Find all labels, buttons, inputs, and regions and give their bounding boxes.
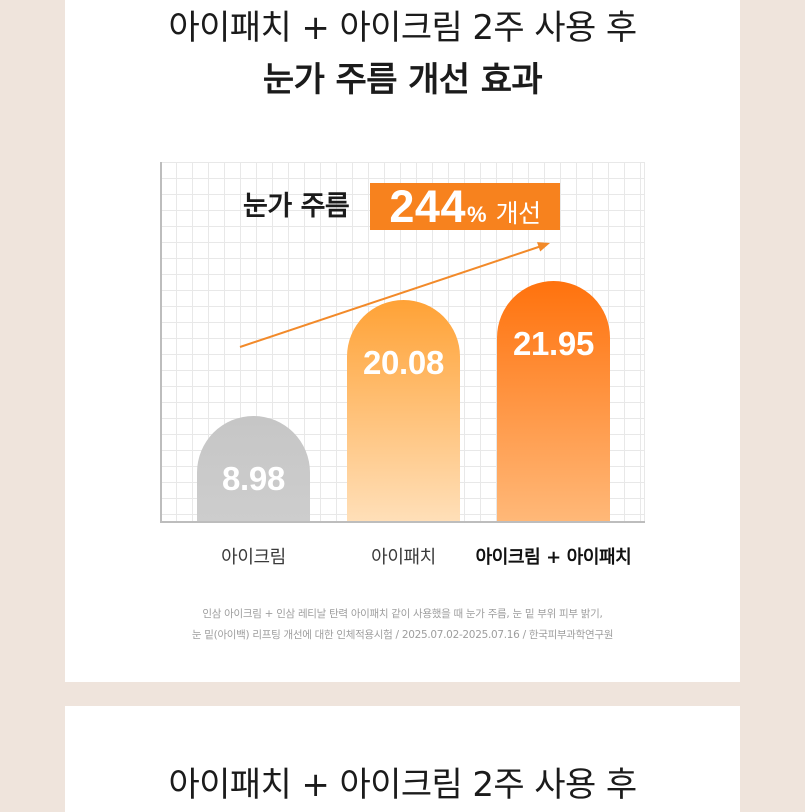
chart-plot-area: 8.98 20.08 21.95 눈가 주름 244% 개선	[160, 162, 645, 523]
bar-1: 8.98	[197, 415, 310, 521]
eye-wrinkle-result-card: 아이패치 + 아이크림 2주 사용 후 눈가 주름 개선 효과 8.98 20.0…	[65, 0, 740, 682]
study-footnote: 인삼 아이크림 + 인삼 레티날 탄력 아이패치 같이 사용했을 때 눈가 주름…	[65, 604, 740, 646]
footnote-line-1: 인삼 아이크림 + 인삼 레티날 탄력 아이패치 같이 사용했을 때 눈가 주름…	[202, 608, 603, 620]
category-label-2: 아이패치	[371, 547, 436, 568]
trend-arrow-head-icon	[537, 242, 550, 252]
bar-value-label-1: 8.98	[221, 459, 286, 497]
bar-value-label-2: 20.08	[362, 344, 445, 382]
improvement-text: 개선	[495, 199, 542, 228]
section-2-title: 아이패치 + 아이크림 2주 사용 후	[168, 765, 637, 805]
annotation-label: 눈가 주름	[243, 191, 350, 222]
improvement-value: 244	[389, 181, 466, 232]
next-section-card: 아이패치 + 아이크림 2주 사용 후	[65, 706, 740, 812]
bar-3: 21.95	[497, 280, 610, 521]
bar-group: 8.98 20.08 21.95	[160, 162, 645, 523]
improvement-badge: 244% 개선	[370, 183, 560, 230]
footnote-line-2: 눈 밑(아이백) 리프팅 개선에 대한 인체적용시험 / 2025.07.02-…	[191, 629, 614, 641]
bar-2: 20.08	[347, 300, 460, 521]
y-axis-line	[160, 162, 162, 523]
chart-title: 눈가 주름 개선 효과	[262, 60, 543, 100]
category-axis-labels: 아이크림 아이패치 아이크림 + 아이패치	[160, 544, 645, 572]
trend-arrow-line	[239, 245, 541, 348]
trend-arrow	[239, 242, 550, 348]
chart-subtitle: 아이패치 + 아이크림 2주 사용 후	[168, 8, 637, 48]
improvement-unit: %	[467, 202, 487, 227]
bar-value-label-3: 21.95	[512, 324, 595, 362]
category-label-1: 아이크림	[221, 547, 286, 568]
category-label-3: 아이크림 + 아이패치	[475, 547, 632, 568]
x-axis-baseline	[160, 521, 645, 523]
